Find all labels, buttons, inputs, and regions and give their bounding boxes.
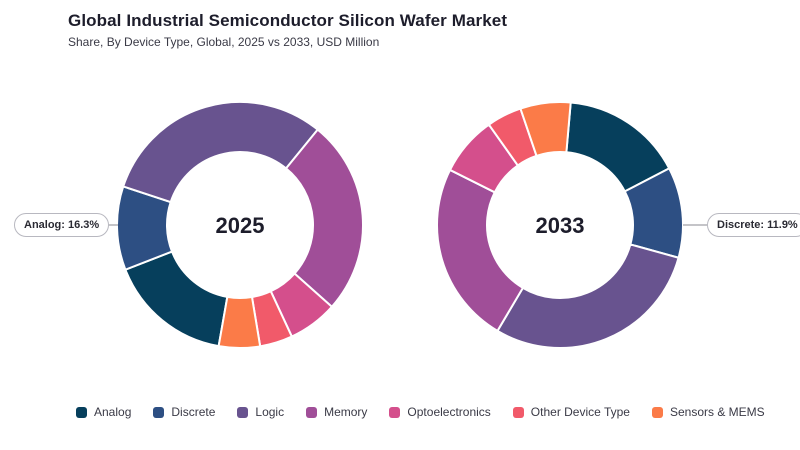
legend-label: Optoelectronics [407,405,491,419]
legend-item-other-device-type[interactable]: Other Device Type [512,405,630,419]
donut-center-label-2033: 2033 [536,213,585,238]
legend-item-optoelectronics[interactable]: Optoelectronics [389,405,491,419]
slice-2025-sensors-mems[interactable] [217,295,262,349]
slice-2033-memory[interactable] [436,168,525,333]
donut-2025: 2025 [116,101,364,349]
slice-2033-sensors-mems[interactable] [519,101,572,158]
slice-2025-memory[interactable] [284,128,364,309]
legend-swatch [76,406,87,418]
legend-label: Memory [324,405,368,419]
callout-analog: Analog: 16.3% [14,213,110,237]
donut-center-label-2025: 2025 [216,213,265,238]
chart-title: Global Industrial Semiconductor Silicon … [68,11,508,30]
slice-2033-logic[interactable] [496,243,680,349]
legend-swatch [512,406,524,418]
donut-2033: 2033 [436,101,684,349]
legend-label: Sensors & MEMS [669,405,765,419]
legend-swatch [237,406,249,418]
legend-label: Discrete [171,405,216,419]
legend-label: Other Device Type [530,405,630,419]
legend-item-logic[interactable]: Logic [237,405,284,419]
legend-swatch [153,406,165,418]
legend-swatch [651,406,663,418]
legend-swatch [389,406,401,418]
callout-discrete: Discrete: 11.9% [707,213,800,237]
legend-label: Analog [94,405,132,419]
slice-2025-analog[interactable] [124,250,229,348]
legend: Analog Discrete Logic Memory Optoelectronics… [76,405,787,419]
legend-item-analog[interactable]: Analog [76,405,131,419]
chart-subtitle: Share, By Device Type, Global, 2025 vs 2… [68,35,380,49]
legend-item-discrete[interactable]: Discrete [153,405,215,419]
legend-label: Logic [255,405,285,419]
legend-item-memory[interactable]: Memory [306,405,367,419]
legend-item-sensors-mems[interactable]: Sensors & MEMS [651,405,765,419]
slice-2025-logic[interactable] [121,101,320,204]
legend-swatch [306,406,318,418]
